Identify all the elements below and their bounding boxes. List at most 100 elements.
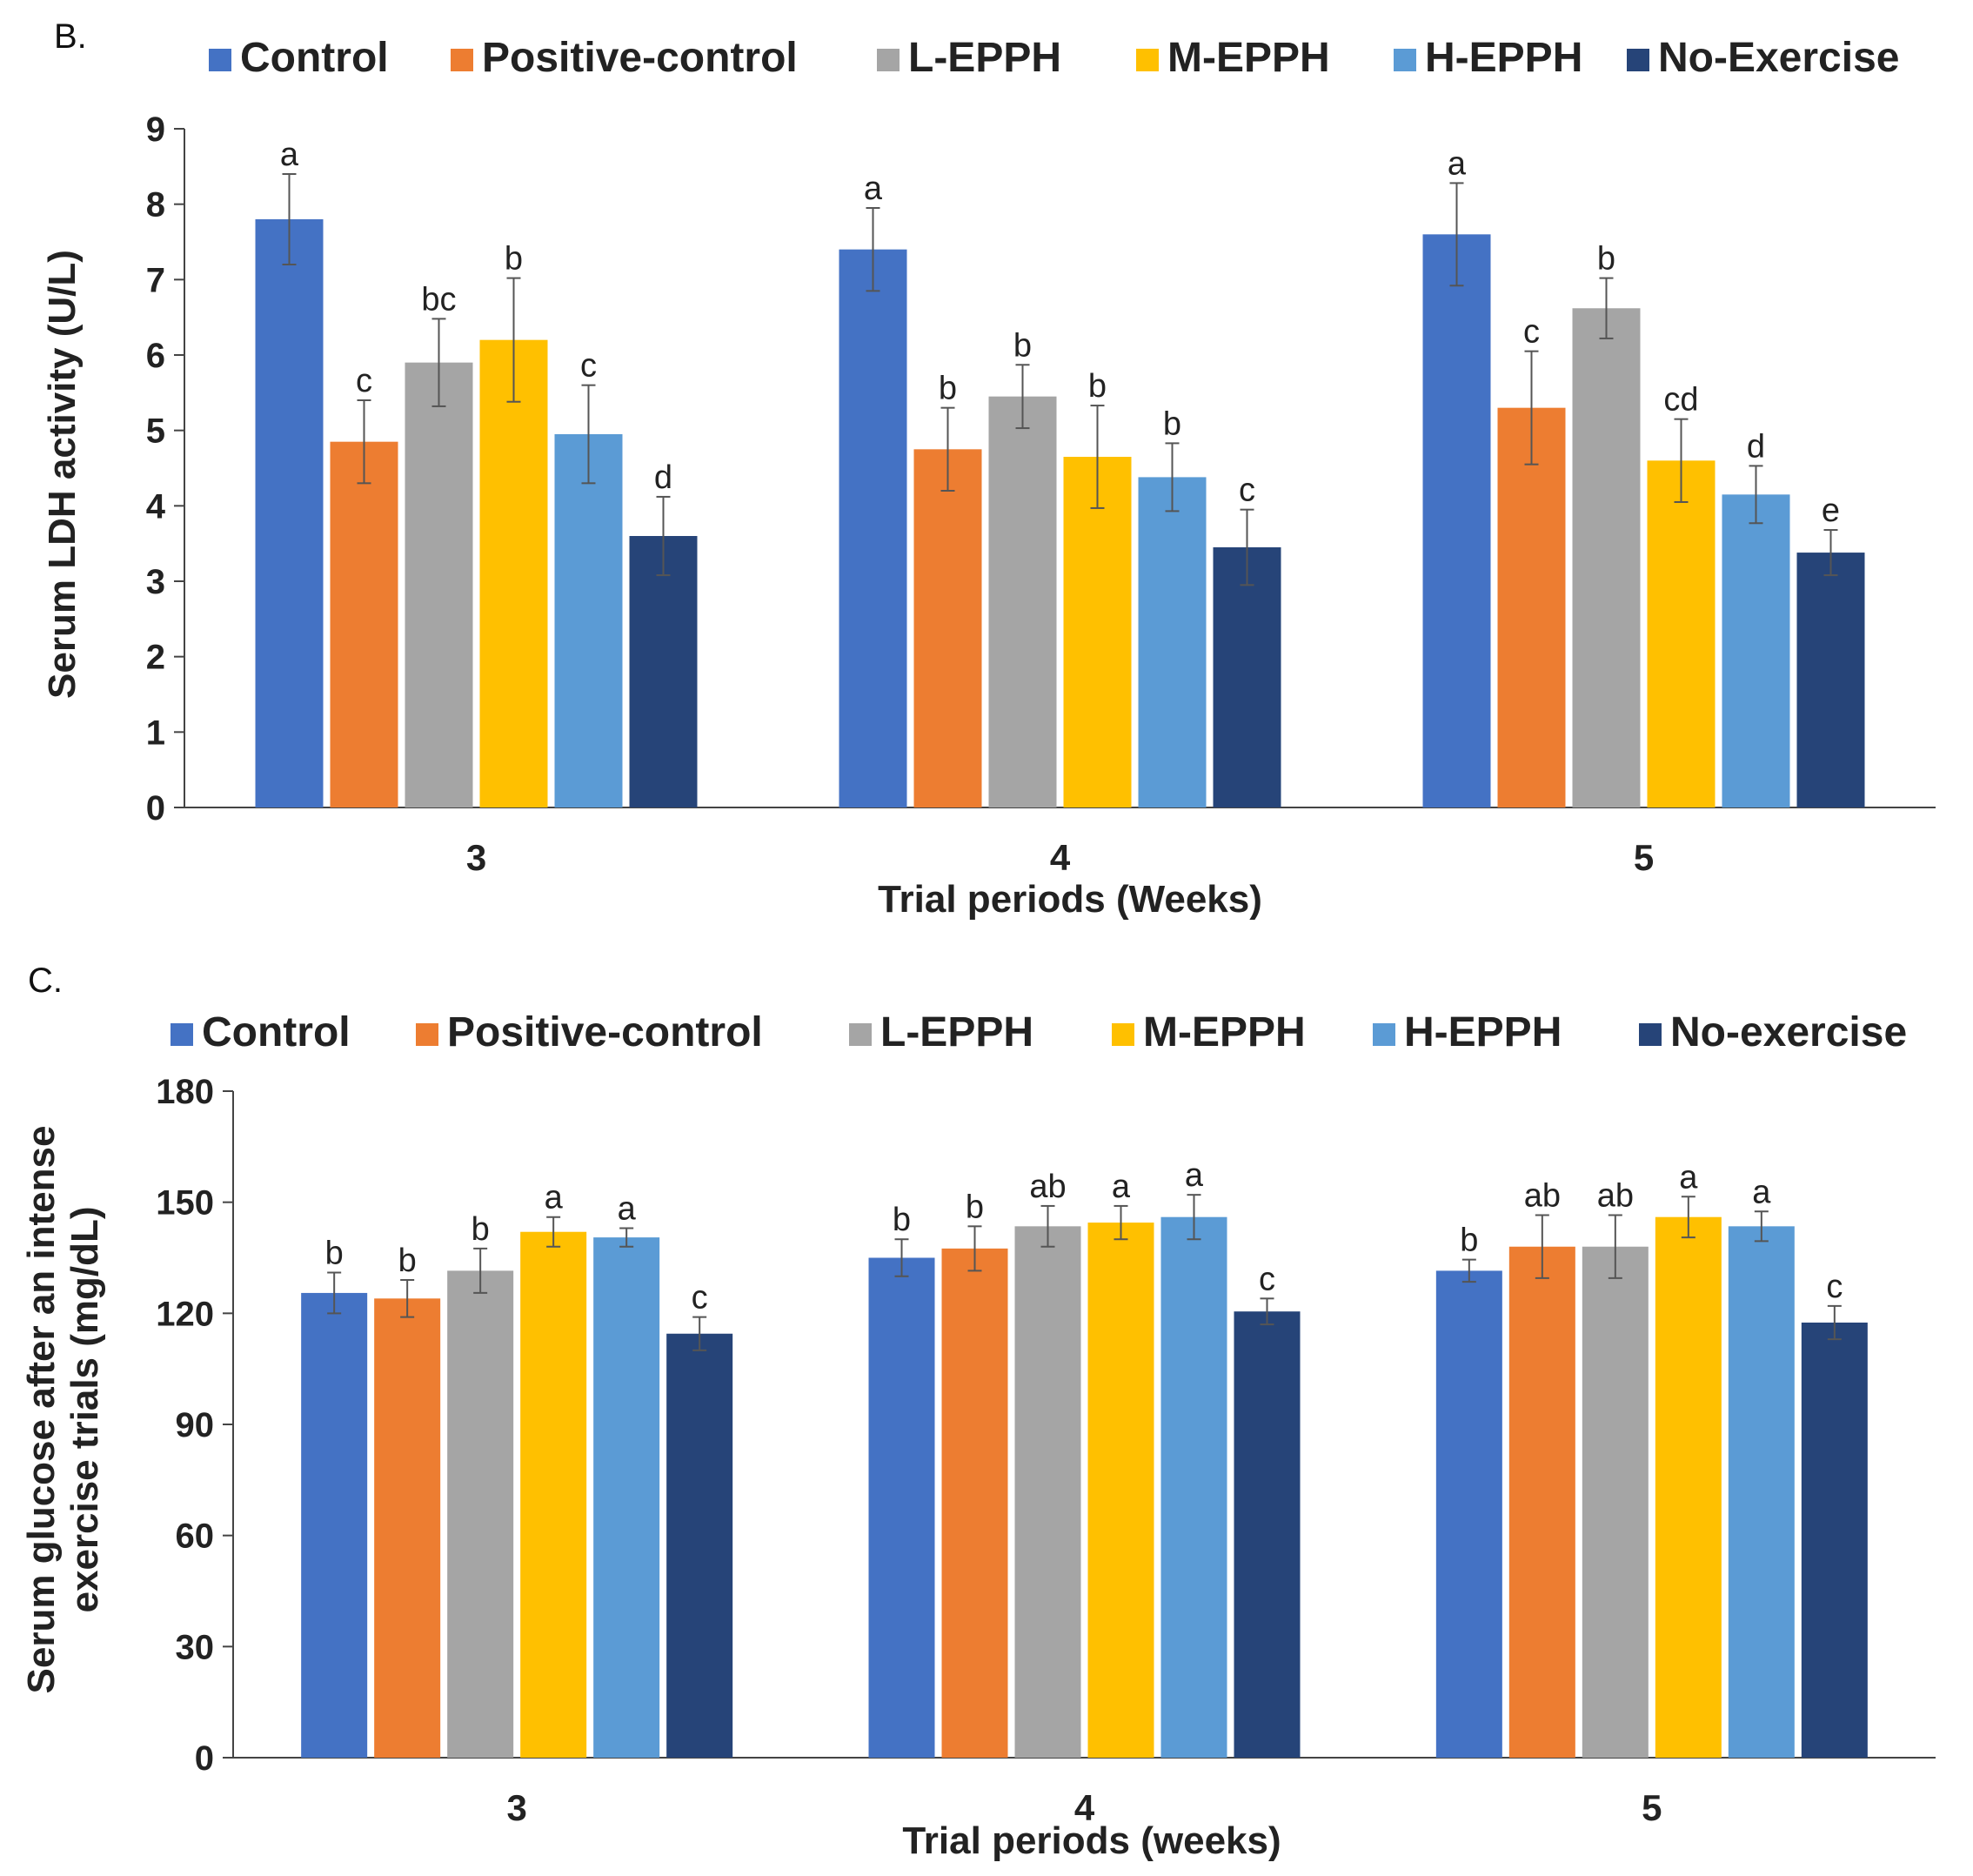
significance-label: a bbox=[1448, 145, 1467, 182]
significance-label: d bbox=[654, 459, 672, 496]
bar-positive-control-week-5 bbox=[1497, 407, 1566, 807]
bar-positive-control-week-4 bbox=[941, 1248, 1008, 1758]
legend-swatch-control bbox=[171, 1023, 193, 1046]
bar-m-epph-week-4 bbox=[1063, 457, 1132, 807]
significance-label: a bbox=[280, 137, 299, 173]
x-tick-label: 4 bbox=[1050, 837, 1071, 878]
panel-b-label: B. bbox=[54, 17, 87, 56]
legend-label-m-epph: M-EPPH bbox=[1167, 35, 1330, 81]
significance-label: a bbox=[1752, 1174, 1771, 1210]
legend-swatch-m-epph bbox=[1136, 49, 1159, 71]
panel-c-y-axis-title-line2: exercise trials (mg/dL) bbox=[64, 1206, 106, 1612]
bar-no-exercise-week-3 bbox=[666, 1333, 733, 1758]
y-tick-label: 1 bbox=[146, 714, 165, 752]
y-tick-label: 0 bbox=[146, 789, 165, 827]
bar-h-epph-week-4 bbox=[1160, 1216, 1227, 1758]
significance-label: c bbox=[1259, 1261, 1275, 1297]
legend-label-positive-control: Positive-control bbox=[482, 35, 798, 81]
bar-m-epph-week-3 bbox=[520, 1231, 587, 1758]
bar-control-week-3 bbox=[301, 1292, 368, 1758]
significance-label: b bbox=[325, 1236, 344, 1272]
significance-label: b bbox=[893, 1202, 911, 1238]
bar-h-epph-week-4 bbox=[1138, 477, 1207, 807]
significance-label: b bbox=[939, 371, 957, 407]
panel-b-x-axis-title: Trial periods (Weeks) bbox=[878, 878, 1262, 921]
legend-label-positive-control: Positive-control bbox=[447, 1009, 763, 1055]
y-tick-label: 5 bbox=[146, 412, 165, 451]
significance-label: a bbox=[545, 1180, 564, 1216]
panel-c-y-axis-title-line1: Serum glucose after an intense bbox=[20, 1126, 63, 1694]
legend-swatch-control bbox=[209, 49, 231, 71]
significance-label: c bbox=[1523, 314, 1540, 351]
significance-label: b bbox=[966, 1189, 984, 1225]
bar-positive-control-week-3 bbox=[330, 441, 398, 807]
panel-b-legend: Control Positive-control L-EPPH M-EPPH H-EPP… bbox=[209, 35, 1899, 81]
bar-no-exercise-week-4 bbox=[1213, 547, 1281, 807]
x-tick-label: 3 bbox=[506, 1787, 526, 1828]
bar-no-exercise-week-4 bbox=[1234, 1311, 1301, 1758]
significance-label: a bbox=[864, 171, 883, 207]
significance-label: a bbox=[1679, 1159, 1698, 1196]
legend-label-l-epph: L-EPPH bbox=[880, 1009, 1033, 1055]
y-tick-label: 60 bbox=[176, 1518, 215, 1556]
bar-positive-control-week-4 bbox=[913, 449, 982, 807]
legend-label-h-epph: H-EPPH bbox=[1404, 1009, 1562, 1055]
significance-label: ab bbox=[1524, 1178, 1561, 1215]
significance-label: c bbox=[1239, 472, 1255, 509]
y-tick-label: 6 bbox=[146, 337, 165, 375]
significance-label: c bbox=[692, 1280, 708, 1317]
bar-m-epph-week-5 bbox=[1647, 460, 1716, 807]
legend-label-control: Control bbox=[240, 35, 389, 81]
y-tick-label: 7 bbox=[146, 261, 165, 299]
significance-label: c bbox=[356, 363, 372, 399]
legend-label-no-exercise: No-exercise bbox=[1670, 1009, 1907, 1055]
bar-m-epph-week-4 bbox=[1087, 1223, 1154, 1758]
y-tick-label: 120 bbox=[156, 1295, 214, 1333]
legend-swatch-no-exercise bbox=[1639, 1023, 1662, 1046]
panel-b-ldh-chart: B. Control Positive-control L-EPPH M-EPPH H-… bbox=[41, 17, 1936, 921]
significance-label: d bbox=[1747, 428, 1765, 465]
bar-control-week-3 bbox=[255, 219, 324, 807]
significance-label: b bbox=[1597, 241, 1615, 278]
y-tick-label: 180 bbox=[156, 1073, 214, 1111]
significance-label: b bbox=[1460, 1223, 1478, 1259]
bar-control-week-4 bbox=[839, 249, 907, 808]
bar-l-epph-week-4 bbox=[1014, 1226, 1081, 1758]
legend-label-m-epph: M-EPPH bbox=[1143, 1009, 1306, 1055]
y-tick-label: 90 bbox=[176, 1406, 215, 1444]
legend-label-l-epph: L-EPPH bbox=[908, 35, 1061, 81]
significance-label: bc bbox=[421, 281, 456, 318]
x-tick-label: 4 bbox=[1074, 1787, 1095, 1828]
legend-label-no-exercise: No-Exercise bbox=[1658, 35, 1899, 81]
y-tick-label: 30 bbox=[176, 1628, 215, 1666]
significance-label: ab bbox=[1597, 1178, 1634, 1215]
significance-label: c bbox=[580, 348, 597, 385]
significance-label: cd bbox=[1663, 382, 1698, 419]
legend-swatch-positive-control bbox=[451, 49, 473, 71]
bar-l-epph-week-5 bbox=[1582, 1246, 1649, 1758]
bar-h-epph-week-5 bbox=[1728, 1226, 1795, 1758]
legend-swatch-positive-control bbox=[416, 1023, 438, 1046]
panel-c-x-axis-title: Trial periods (weeks) bbox=[902, 1819, 1281, 1862]
significance-label: a bbox=[1185, 1157, 1204, 1194]
bar-no-exercise-week-5 bbox=[1801, 1322, 1868, 1758]
significance-label: ab bbox=[1029, 1169, 1066, 1205]
bar-positive-control-week-5 bbox=[1508, 1246, 1575, 1758]
significance-label: a bbox=[1112, 1169, 1131, 1205]
bar-positive-control-week-3 bbox=[374, 1298, 441, 1758]
bar-h-epph-week-5 bbox=[1722, 494, 1790, 807]
bar-m-epph-week-3 bbox=[479, 339, 548, 808]
bar-control-week-5 bbox=[1435, 1270, 1502, 1758]
y-tick-label: 8 bbox=[146, 186, 165, 224]
bar-l-epph-week-3 bbox=[405, 362, 473, 807]
legend-swatch-m-epph bbox=[1112, 1023, 1134, 1046]
bar-h-epph-week-3 bbox=[554, 434, 623, 807]
y-tick-label: 2 bbox=[146, 639, 165, 677]
legend-label-control: Control bbox=[202, 1009, 351, 1055]
bar-control-week-5 bbox=[1422, 234, 1491, 807]
y-tick-label: 3 bbox=[146, 563, 165, 601]
bar-h-epph-week-3 bbox=[593, 1237, 660, 1758]
panel-c-glucose-chart: C. Control Positive-control L-EPPH M-EPPH H-… bbox=[20, 961, 1936, 1862]
